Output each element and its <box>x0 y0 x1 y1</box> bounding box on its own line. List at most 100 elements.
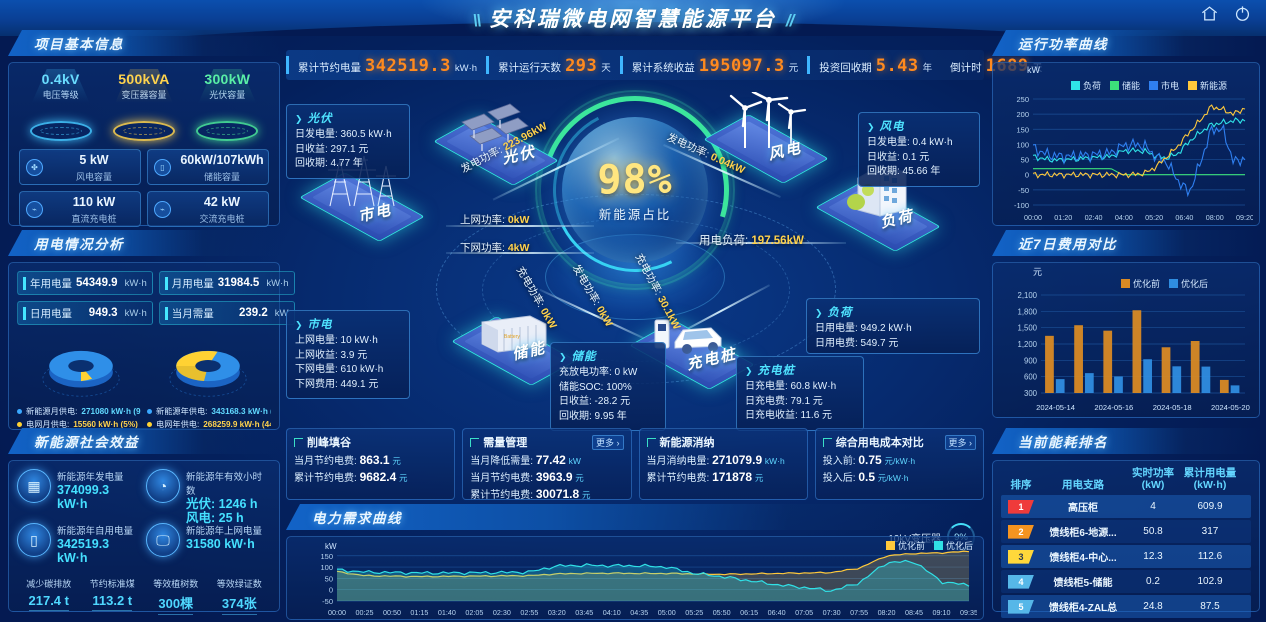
legend-item: 优化前 <box>885 539 925 552</box>
rank-col-power: 实时功率 (kW) <box>1132 467 1174 492</box>
summary-value: 113.2 t <box>92 593 133 611</box>
card-line-value: 0.5 <box>858 470 875 484</box>
kv-label: 储能容量 <box>203 172 240 182</box>
svg-text:2024-05-18: 2024-05-18 <box>1153 403 1192 412</box>
svg-text:04:00: 04:00 <box>1115 213 1133 222</box>
social-label: 新能源年有效小时数 <box>186 472 263 497</box>
clock-icon: ◔ <box>146 469 180 503</box>
table-row[interactable]: 2 馈线柜6-地源... 50.8 317 <box>1001 520 1251 544</box>
kpi-label: 累计系统收益 <box>631 62 695 74</box>
svg-text:50: 50 <box>325 574 333 583</box>
rank-branch-name: 馈线柜4-中心... <box>1049 553 1117 565</box>
social-summary-item: 减少碳排放 217.4 t <box>17 577 81 615</box>
table-row[interactable]: 3 馈线柜4-中心... 12.3 112.6 <box>1001 545 1251 569</box>
svg-text:05:00: 05:00 <box>658 608 676 617</box>
capacity-label: 变压器容量 <box>121 90 167 100</box>
panel-cost-compare: 近7日费用对比 优化前 优化后 元 300 600 900 1,200 1,500 1,8… <box>992 230 1260 418</box>
table-row[interactable]: 4 馈线柜5-储能 0.2 102.9 <box>1001 570 1251 594</box>
svg-text:2024-05-16: 2024-05-16 <box>1094 403 1133 412</box>
card-line-unit: kW·h <box>764 456 785 466</box>
card-line-value: 271079.9 <box>712 453 763 467</box>
svg-text:03:45: 03:45 <box>575 608 593 617</box>
title-slash-right: // <box>785 11 795 30</box>
rank-power: 4 <box>1150 501 1156 513</box>
svg-text:02:05: 02:05 <box>465 608 483 617</box>
home-icon[interactable] <box>1200 4 1219 23</box>
flow-label-value: 4kW <box>507 242 530 254</box>
capacity-value: 300kW <box>204 71 251 87</box>
node-storage[interactable]: Battery 储能 <box>451 286 577 386</box>
card-peak-shaving: 削峰填谷 当月节约电费: 863.1 元 累计节约电费: 9682.4 元 <box>286 428 456 500</box>
card-line: 投入前: 0.75 元/kW·h <box>823 452 976 467</box>
table-row[interactable]: 1 高压柜 4 609.9 <box>1001 495 1251 519</box>
node-ev-charger[interactable]: 充电桩 <box>629 290 755 390</box>
svg-text:02:40: 02:40 <box>1085 213 1103 222</box>
table-row[interactable]: 5 馈线柜4-ZAL总 24.8 87.5 <box>1001 595 1251 619</box>
svg-text:09:10: 09:10 <box>933 608 951 617</box>
social-value: 342519.3 kW·h <box>57 537 110 565</box>
social-summary-item: 等效植树数 300棵 <box>144 577 208 615</box>
card-line-label: 投入后: <box>822 473 856 484</box>
panel-power-body: 负荷 储能 市电 新能源 kW -100 -50 0 50 100 150 200 250 00… <box>992 62 1260 226</box>
svg-text:06:40: 06:40 <box>768 608 786 617</box>
card-line-value: 30071.8 <box>535 487 580 501</box>
dc-charger-icon: ⌁ <box>26 200 43 218</box>
power-icon[interactable] <box>1233 4 1252 23</box>
legend-label: 优化后 <box>1181 279 1209 289</box>
rank-col-energy: 累计用电量 (kW·h) <box>1183 467 1237 492</box>
more-button[interactable]: 更多 › <box>944 434 976 450</box>
metric-value: 239.2 <box>239 307 268 319</box>
node-pv[interactable]: 光伏 <box>433 86 559 186</box>
svg-text:1,200: 1,200 <box>1017 340 1037 349</box>
battery-icon: ▯ <box>154 158 171 176</box>
header-icon-group <box>1200 4 1252 23</box>
infobox-line: 上网收益: 3.9 元 <box>295 349 368 361</box>
node-wind[interactable]: 风电 <box>703 84 829 184</box>
gauge-value: 98% <box>597 157 673 203</box>
card-line-unit: kW <box>568 456 581 466</box>
card-line: 当月消纳电量: 271079.9 kW·h <box>647 452 800 467</box>
panel-usage-body: 年用电量 54349.9 kW·h 月用电量 31984.5 kW·h 日用电量… <box>8 262 295 430</box>
usage-metric: 当月需量 239.2 kW <box>158 301 295 325</box>
rank-branch-name: 馈线柜6-地源... <box>1049 528 1117 540</box>
rank-power: 12.3 <box>1143 551 1163 563</box>
infobox-line: 充放电功率: 0 kW <box>559 367 638 378</box>
infobox-line: 日收益: 297.1 元 <box>295 143 369 155</box>
infobox-line: 日发电量: 0.4 kW·h <box>867 137 953 148</box>
kpi-label: 投资回收期 <box>819 62 872 74</box>
panel-social-title: 新能源社会效益 <box>34 435 139 450</box>
infobox-line: 回收期: 45.66 年 <box>867 166 941 177</box>
legend-label: 新能源 <box>1200 81 1228 91</box>
flow-label-text: 下网功率: <box>460 242 505 254</box>
kpi-unit: kW·h <box>454 63 478 74</box>
panel-social-header: 新能源社会效益 <box>8 428 280 454</box>
rank-col-branch: 用电支路 <box>1062 479 1104 492</box>
panel-power-header: 运行功率曲线 <box>992 30 1260 56</box>
infobox-line: 日充电费: 79.1 元 <box>745 395 823 407</box>
legend-item: 优化前 <box>1121 277 1160 290</box>
card-title: 削峰填谷 <box>307 437 351 449</box>
svg-text:07:05: 07:05 <box>795 608 813 617</box>
card-line-label: 当月降低需量: <box>470 456 534 467</box>
metric-label: 月用电量 <box>171 277 214 290</box>
corner-mark-icon <box>294 437 303 447</box>
card-line: 当月节约电费: 863.1 元 <box>294 452 447 467</box>
card-line-value: 0.75 <box>858 453 882 467</box>
infobox-line: 日充电收益: 11.6 元 <box>745 410 833 421</box>
more-button[interactable]: 更多 › <box>592 434 624 450</box>
card-cost-comparison: 综合用电成本对比 更多 › 投入前: 0.75 元/kW·h 投入后: 0.5 … <box>814 428 984 500</box>
legend-item: 市电 <box>1149 79 1179 92</box>
card-line-unit: 元/kW·h <box>884 456 916 466</box>
infobox-line: 回收期: 4.77 年 <box>295 158 363 169</box>
card-line-label: 累计节约电费: <box>294 473 357 484</box>
capacity-item: 300kW 光伏容量 <box>187 69 267 143</box>
infobox-load: 负荷 日用电量: 949.2 kW·h 日用电费: 549.7 元 10kV变压… <box>806 298 980 551</box>
card-line-value: 863.1 <box>359 453 390 467</box>
flow-label-text: 上网功率: <box>460 214 505 226</box>
social-value: 31580 kW·h <box>186 537 255 551</box>
metric-unit: kW·h <box>124 307 147 319</box>
kpi-label: 累计运行天数 <box>498 62 562 74</box>
rank-energy: 87.5 <box>1200 601 1220 613</box>
rank-branch-name: 高压柜 <box>1068 503 1098 515</box>
svg-text:1,800: 1,800 <box>1017 307 1037 316</box>
